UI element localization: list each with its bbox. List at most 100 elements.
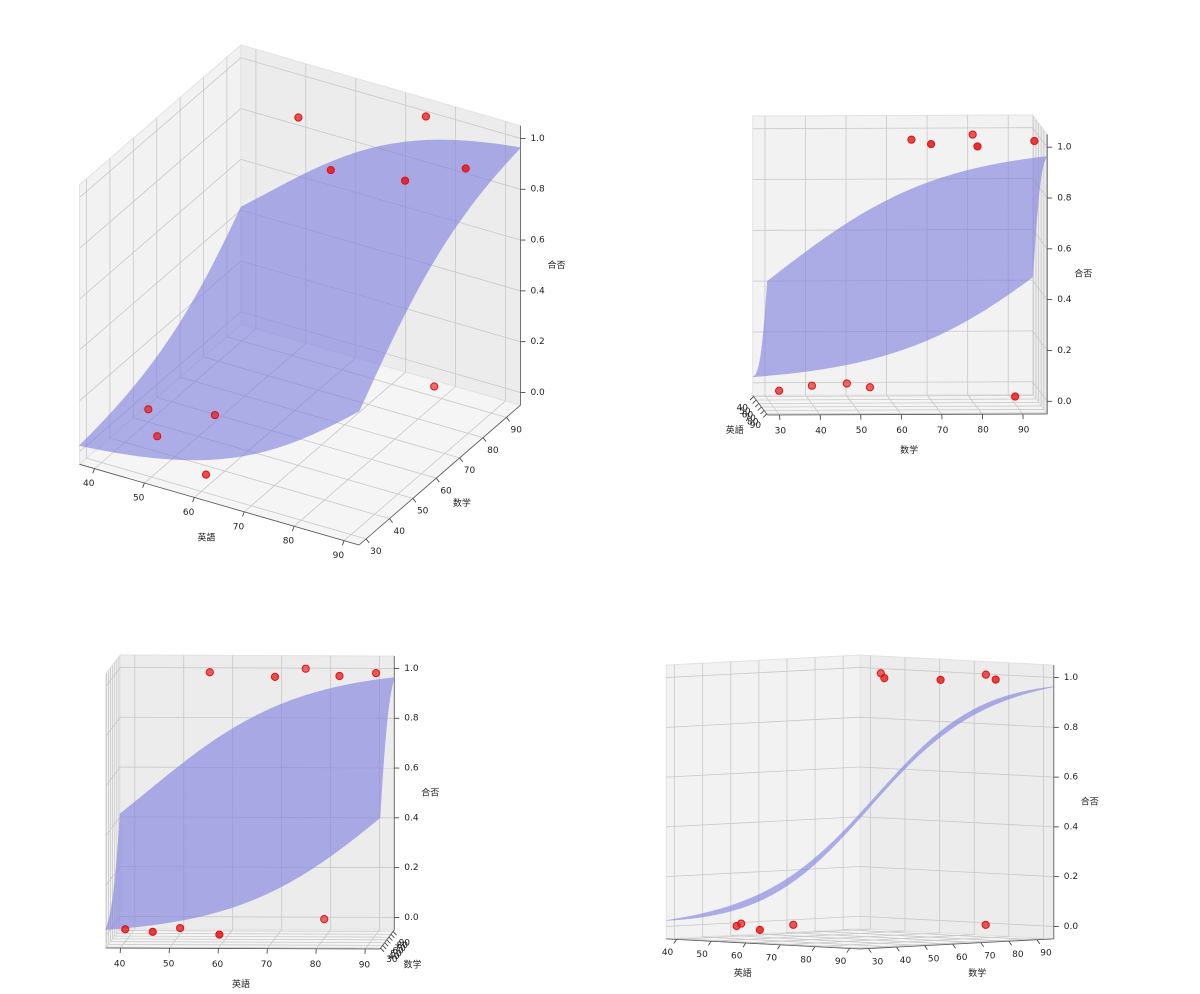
z-tick-label: 0.2: [530, 337, 544, 347]
tick-mark: [392, 931, 397, 936]
x-axis-label: 英語: [734, 967, 752, 979]
z-tick-label: 0.2: [404, 863, 418, 873]
y-tick-label: 80: [1012, 950, 1024, 960]
data-point: [210, 410, 220, 420]
grid-line: [859, 667, 1054, 678]
z-tick-label: 1.0: [1064, 673, 1079, 683]
y-tick-label: 30: [370, 547, 382, 557]
y-tick-label: 40: [388, 952, 400, 962]
grid-line: [105, 667, 121, 687]
data-point: [421, 112, 431, 121]
data-point: [973, 142, 982, 151]
grid-line: [756, 398, 1036, 401]
y-tick-label: 40: [394, 527, 406, 537]
z-tick-label: 0.6: [404, 764, 419, 774]
grid-line: [758, 402, 1039, 404]
grid-line: [1032, 381, 1048, 402]
x-axis: [666, 938, 861, 950]
z-tick-label: 0.2: [1064, 872, 1078, 882]
y-tick-label: 80: [397, 941, 409, 951]
y-axis-label: 数学: [968, 967, 986, 979]
z-tick-label: 0.8: [1064, 723, 1079, 733]
tick-mark: [980, 942, 984, 948]
tick-mark: [412, 498, 417, 503]
z-tick-label: 0.0: [1057, 397, 1072, 407]
x-tick-label: 40: [662, 948, 674, 958]
grid-line: [120, 928, 136, 949]
grid-line: [849, 937, 1044, 949]
grid-line: [105, 766, 121, 787]
grid-line: [666, 866, 861, 878]
data-point: [121, 925, 130, 934]
surface: [666, 686, 1054, 921]
data-point: [144, 405, 153, 414]
data-point: [732, 921, 741, 931]
grid-line: [218, 929, 234, 949]
subplot: 405060708090英語30405060708090数学0.00.20.40…: [78, 43, 565, 561]
grid-line: [666, 915, 861, 927]
x-tick-label: 70: [766, 954, 778, 964]
z-tick-label: 0.4: [1064, 822, 1079, 832]
grid-line: [105, 717, 121, 737]
pane: [859, 654, 1055, 940]
grid-line: [745, 932, 940, 944]
grid-line: [758, 933, 953, 945]
x-tick-label: 60: [731, 952, 743, 962]
grid-line: [266, 929, 282, 949]
y-axis-label: 数学: [900, 444, 918, 456]
x-tick-label: 40: [737, 403, 749, 413]
y-tick-label: 90: [1040, 948, 1052, 958]
x-tick-label: 80: [747, 417, 759, 427]
data-point: [335, 671, 344, 681]
data-point: [981, 670, 990, 679]
tick-mark: [762, 413, 767, 418]
z-axis-label: 合否: [1074, 268, 1092, 280]
data-point: [301, 664, 310, 673]
data-point: [270, 672, 280, 682]
tick-mark: [482, 437, 487, 442]
grid-line: [666, 766, 861, 778]
tick-mark: [952, 943, 956, 949]
y-tick-label: 50: [856, 426, 868, 436]
grid-line: [1032, 279, 1048, 300]
data-point: [201, 470, 211, 479]
x-tick-label: 80: [800, 955, 812, 965]
grid-line: [108, 943, 383, 946]
grid-line: [845, 394, 862, 415]
y-tick-label: 60: [896, 426, 908, 436]
grid-line: [730, 935, 925, 947]
grid-line: [761, 405, 1042, 408]
grid-line: [364, 929, 380, 950]
data-point: [968, 130, 977, 139]
tick-mark: [192, 497, 195, 503]
x-tick-label: 90: [333, 551, 345, 561]
tick-mark: [459, 457, 464, 463]
grid-line: [86, 457, 367, 540]
tick-mark: [896, 946, 900, 952]
grid-line: [752, 127, 1033, 130]
tick-mark: [390, 934, 395, 939]
grid-line: [114, 935, 389, 938]
tick-mark: [924, 945, 928, 950]
tick-mark: [742, 942, 747, 948]
z-tick-label: 0.4: [530, 286, 545, 296]
tick-mark: [868, 948, 872, 953]
tick-mark: [386, 939, 391, 944]
tick-mark: [380, 947, 385, 952]
x-tick-label: 60: [183, 508, 195, 518]
grid-line: [118, 930, 394, 932]
data-point: [789, 920, 798, 929]
tick-mark: [341, 540, 345, 546]
z-tick-label: 0.6: [530, 236, 545, 246]
tick-mark: [365, 538, 370, 544]
z-tick-label: 0.8: [1057, 194, 1072, 204]
x-axis-label: 英語: [726, 424, 744, 436]
z-axis-label: 合否: [1081, 796, 1099, 808]
tick-mark: [752, 399, 757, 404]
data-point: [205, 668, 214, 677]
tick-mark: [708, 940, 712, 946]
grid-line: [805, 395, 821, 416]
data-point: [907, 135, 916, 144]
